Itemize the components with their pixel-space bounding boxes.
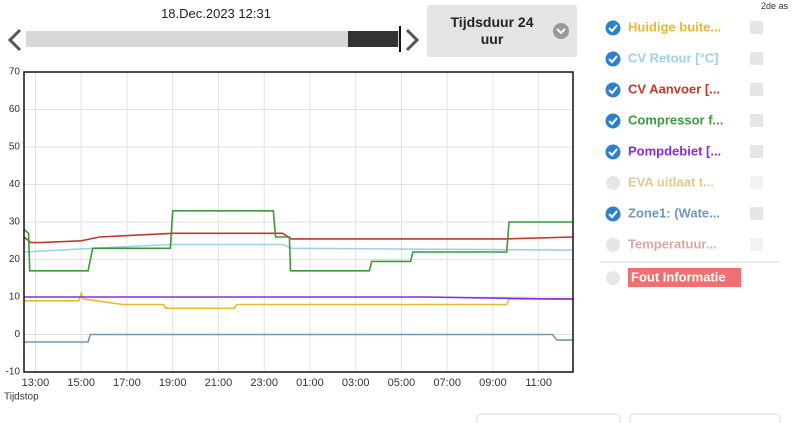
series-toggle[interactable] xyxy=(605,51,621,67)
x-tick-label: 15:00 xyxy=(67,377,95,389)
series-toggle[interactable] xyxy=(605,206,621,222)
checkmark xyxy=(608,24,618,33)
series-toggle[interactable] xyxy=(605,82,621,98)
checkmark xyxy=(608,148,618,157)
x-tick-label: 03:00 xyxy=(342,377,370,389)
duration-label: Tijdsduur 24 uur xyxy=(450,14,534,47)
duration-dropdown[interactable]: Tijdsduur 24 uur xyxy=(427,5,577,57)
prev-button[interactable] xyxy=(7,28,22,52)
slider-range[interactable] xyxy=(348,31,398,47)
plot-border xyxy=(23,71,574,373)
second-axis-checkbox[interactable] xyxy=(750,207,763,220)
series-toggle[interactable] xyxy=(606,238,620,252)
legend-label: Huidige buite... xyxy=(628,19,721,34)
x-tick-label: 23:00 xyxy=(250,377,278,389)
x-tick-label: 11:00 xyxy=(525,377,552,389)
second-axis-checkbox[interactable] xyxy=(750,21,763,34)
series-line xyxy=(24,333,573,343)
y-tick-label: 10 xyxy=(9,292,21,303)
legend-label: Temperatuur... xyxy=(628,236,717,251)
button[interactable] xyxy=(629,413,781,423)
series-line xyxy=(23,232,574,244)
y-tick-label: 70 xyxy=(9,67,21,78)
x-tick-label: 05:00 xyxy=(388,377,416,389)
x-tick-label: 07:00 xyxy=(433,377,461,389)
series-toggle[interactable] xyxy=(605,144,621,160)
y-tick-label: 0 xyxy=(14,329,20,340)
error-toggle[interactable] xyxy=(606,271,620,285)
series-line xyxy=(24,296,573,300)
error-label: Fout Informatie xyxy=(631,269,726,284)
series-line xyxy=(23,243,574,253)
button[interactable] xyxy=(476,413,621,423)
date: 18.Dec.2023 12:31 xyxy=(161,6,271,21)
y-tick-label: 40 xyxy=(9,179,21,190)
x-tick-label: 17:00 xyxy=(113,377,141,389)
next-button[interactable] xyxy=(405,28,420,52)
series-toggle[interactable] xyxy=(605,20,621,36)
y-tick-label: 20 xyxy=(9,254,21,265)
x-axis-label: Tijdstop xyxy=(4,392,39,403)
y-tick-label: 30 xyxy=(9,217,21,228)
series-line xyxy=(23,210,573,272)
second-axis-checkbox[interactable] xyxy=(750,114,763,127)
second-axis-checkbox[interactable] xyxy=(750,238,763,251)
second-axis-checkbox[interactable] xyxy=(750,52,763,65)
series-line xyxy=(24,290,573,310)
slider-track[interactable] xyxy=(26,31,400,47)
x-tick-label: 13:00 xyxy=(22,377,50,389)
error-badge xyxy=(628,268,741,287)
y-tick-label: 60 xyxy=(9,104,21,115)
checkmark xyxy=(608,55,618,64)
checkmark xyxy=(608,86,618,95)
checkmark xyxy=(608,117,618,126)
series-toggle[interactable] xyxy=(605,113,621,129)
y-tick-label: -10 xyxy=(6,367,21,378)
second-axis-checkbox[interactable] xyxy=(750,145,763,158)
x-tick-label: 09:00 xyxy=(479,377,507,389)
y-tick-label: 50 xyxy=(9,142,21,153)
second-axis-checkbox[interactable] xyxy=(750,176,763,189)
legend-label: CV Aanvoer [... xyxy=(628,81,720,96)
legend-label: Pompdebiet [... xyxy=(628,143,721,158)
x-tick-label: 19:00 xyxy=(159,377,187,389)
x-tick-label: 01:00 xyxy=(296,377,324,389)
second-axis-header: 2de as xyxy=(761,1,789,11)
legend-label: EVA uitlaat t... xyxy=(628,174,714,189)
legend-label: Zone1: (Wate... xyxy=(628,205,720,220)
x-tick-label: 21:00 xyxy=(205,377,233,389)
series-toggle[interactable] xyxy=(606,176,620,190)
checkmark xyxy=(608,210,618,219)
second-axis-checkbox[interactable] xyxy=(750,83,763,96)
legend-label: CV Retour [°C] xyxy=(628,50,718,65)
legend-label: Compressor f... xyxy=(628,112,723,127)
